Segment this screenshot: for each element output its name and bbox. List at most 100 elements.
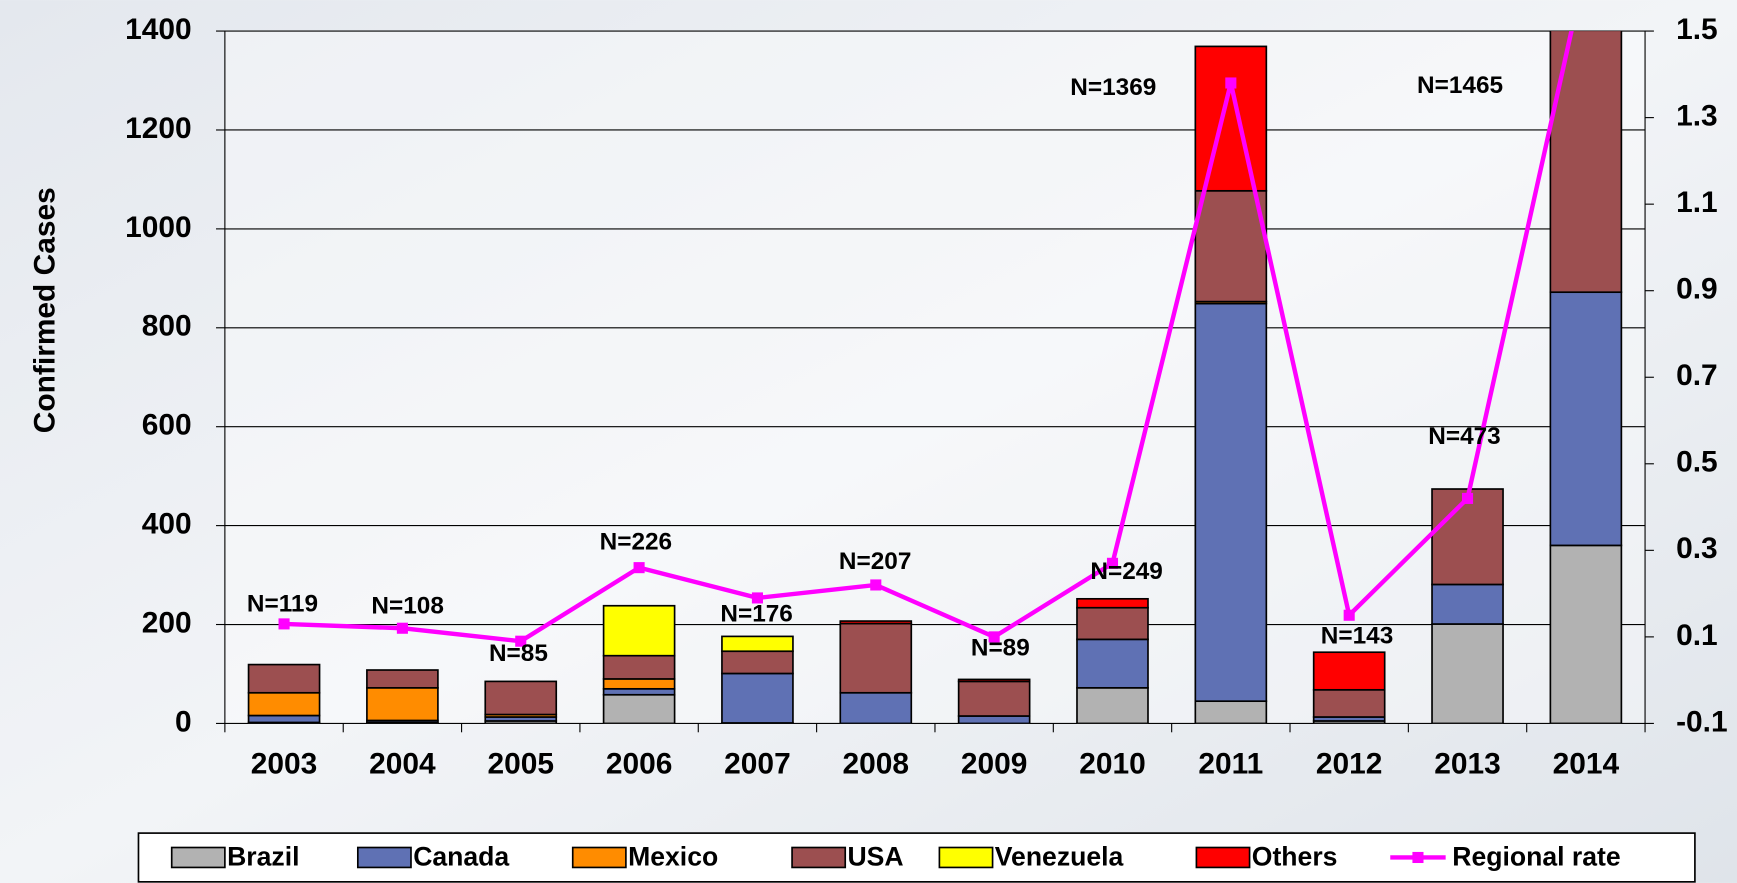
legend-swatch xyxy=(356,846,412,869)
bar-segment xyxy=(721,672,794,724)
legend-label: Venezuela xyxy=(995,842,1124,872)
rate-marker xyxy=(870,579,882,591)
bar-segment xyxy=(1076,606,1149,641)
y2-tick-label: -0.1 xyxy=(1676,705,1728,738)
annotation: N=119 xyxy=(247,590,318,617)
legend-swatch xyxy=(170,846,226,869)
y2-tick-label: 0.1 xyxy=(1676,619,1718,652)
annotation: N=108 xyxy=(371,593,443,620)
bar-segment xyxy=(247,691,321,717)
bar-segment xyxy=(957,680,1031,717)
legend-label: USA xyxy=(847,842,903,872)
bar-segment xyxy=(721,635,794,653)
rate-marker xyxy=(1461,492,1474,504)
rate-marker xyxy=(278,618,290,630)
bar-segment xyxy=(1194,700,1268,724)
bar-segment xyxy=(1431,623,1504,724)
bar-segment xyxy=(1194,45,1268,192)
bar-segment xyxy=(1312,688,1386,718)
x-tick-label: 2003 xyxy=(251,747,318,780)
legend-marker xyxy=(1412,851,1424,864)
annotation: N=89 xyxy=(971,635,1030,662)
rate-marker xyxy=(988,631,1000,643)
plot-area xyxy=(224,30,1646,724)
bar-segment xyxy=(1549,31,1623,294)
bar-segment xyxy=(1076,686,1149,724)
bar-segment xyxy=(1076,597,1149,609)
y2-tick-label: 0.5 xyxy=(1676,446,1718,479)
rate-marker xyxy=(1225,77,1237,89)
bar-segment xyxy=(957,678,1031,683)
bar-segment xyxy=(602,687,676,696)
rate-marker xyxy=(1106,557,1119,569)
bar-segment xyxy=(1431,488,1504,586)
bar-segment xyxy=(602,678,676,690)
x-tick-label: 2008 xyxy=(843,747,910,780)
y-tick-label: 1000 xyxy=(125,211,192,244)
bar-segment xyxy=(366,686,439,722)
rate-marker xyxy=(396,622,408,634)
bar-segment xyxy=(366,669,439,689)
legend-label: Canada xyxy=(413,842,509,872)
legend-label: Regional rate xyxy=(1452,842,1620,872)
annotation: N=1369 xyxy=(1070,74,1156,101)
annotation: N=226 xyxy=(600,528,672,555)
bar-segment xyxy=(721,650,794,675)
plot-group xyxy=(247,31,1623,724)
x-tick-label: 2005 xyxy=(487,747,554,780)
bar-segment xyxy=(957,715,1031,724)
y-tick-label: 800 xyxy=(142,310,192,343)
legend-swatch xyxy=(791,846,847,869)
x-tick-label: 2007 xyxy=(724,747,791,780)
x-tick-label: 2004 xyxy=(369,747,436,780)
x-tick-label: 2009 xyxy=(961,747,1028,780)
bar-segment xyxy=(839,620,913,625)
rate-marker xyxy=(1343,609,1355,621)
y2-tick-label: 0.3 xyxy=(1676,532,1718,565)
y2-tick-label: 1.5 xyxy=(1676,13,1718,46)
bar-segment xyxy=(484,680,558,716)
x-tick-label: 2012 xyxy=(1316,747,1383,780)
y-tick-label: 1400 xyxy=(125,13,192,46)
bar-segment xyxy=(1431,583,1504,625)
annotation: N=143 xyxy=(1321,622,1393,649)
annotation: N=85 xyxy=(489,640,548,667)
bar-segment xyxy=(602,693,676,724)
y-tick-label: 0 xyxy=(175,705,192,738)
y2-tick-label: 1.1 xyxy=(1676,186,1718,219)
y2-tick-label: 0.7 xyxy=(1676,359,1718,392)
y-tick-label: 600 xyxy=(142,409,192,442)
y-tick-label: 400 xyxy=(142,508,192,541)
rate-marker xyxy=(515,635,527,647)
rate-line xyxy=(283,31,1574,644)
bar-segment xyxy=(1194,302,1268,703)
bar-segment xyxy=(1312,651,1386,691)
x-tick-label: 2006 xyxy=(606,747,673,780)
annotation: N=207 xyxy=(839,548,911,575)
legend-label: Brazil xyxy=(227,842,299,872)
bar-segment xyxy=(1549,544,1623,724)
annotation: N=249 xyxy=(1090,558,1162,585)
bar-segment xyxy=(602,604,676,657)
y-tick-label: 200 xyxy=(142,606,192,639)
bar-segment xyxy=(247,663,321,694)
bar-segment xyxy=(839,622,913,694)
rate-marker xyxy=(633,562,645,574)
annotation: N=473 xyxy=(1428,423,1500,450)
y-tick-label: 1200 xyxy=(125,112,192,145)
rate-marker xyxy=(751,592,763,604)
y2-tick-label: 0.9 xyxy=(1676,273,1718,306)
x-tick-label: 2011 xyxy=(1198,747,1263,780)
x-tick-label: 2010 xyxy=(1079,747,1146,780)
legend-swatch xyxy=(571,846,627,869)
y-axis-label: Confirmed Cases xyxy=(28,187,61,433)
annotation: N=176 xyxy=(720,600,792,627)
bar-segment xyxy=(602,654,676,680)
bar-segment xyxy=(247,714,321,724)
bar-segment xyxy=(839,691,913,724)
bar-segment xyxy=(1549,291,1623,547)
legend-swatch xyxy=(1195,846,1251,869)
y2-tick-label: 1.3 xyxy=(1676,100,1718,133)
